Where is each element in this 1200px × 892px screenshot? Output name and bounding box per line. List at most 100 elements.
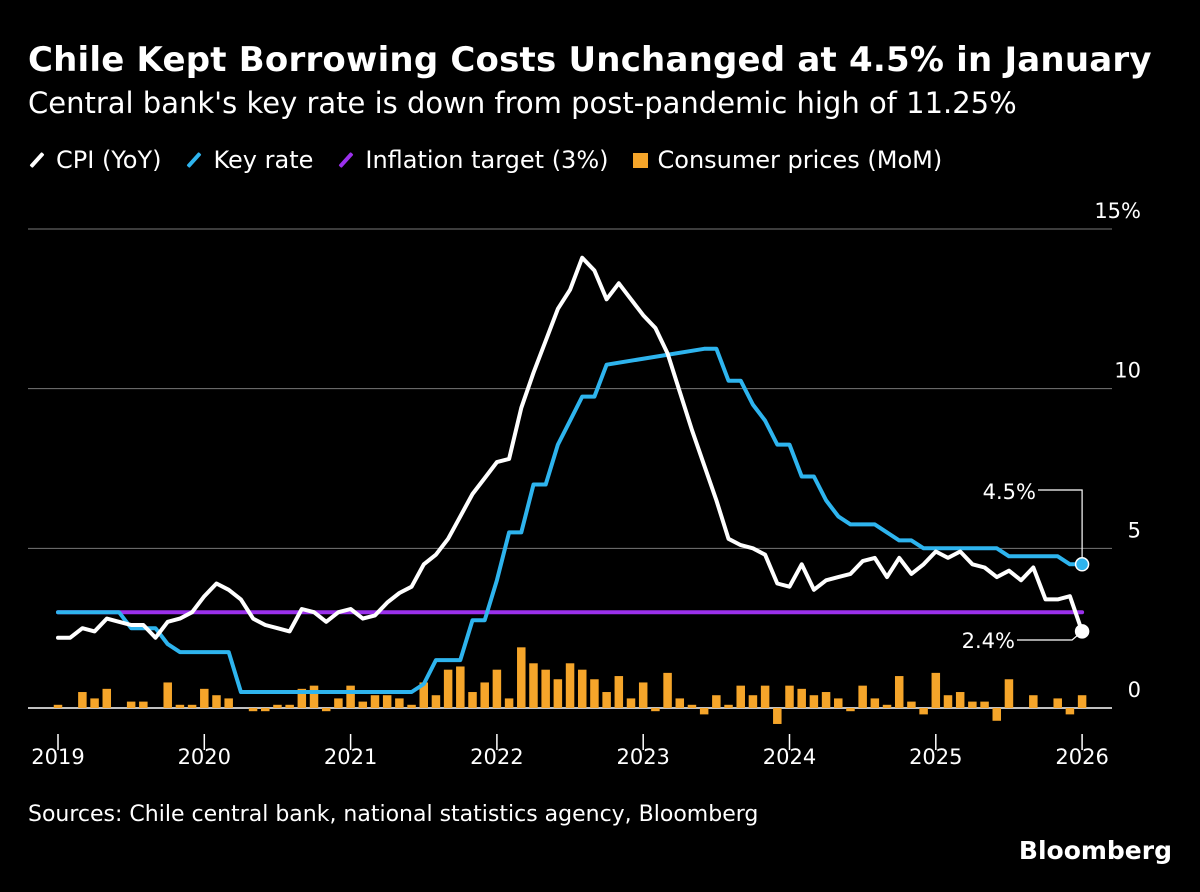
mom-bar [748,695,758,708]
mom-bar [675,698,685,708]
mom-bar [992,708,1002,721]
mom-bar [212,695,221,708]
series-end-dot [1074,557,1090,572]
mom-bar [651,708,660,712]
mom-bar [102,688,112,708]
mom-bar [821,692,831,708]
legend-item-consumer-prices: Consumer prices (MoM) [632,146,942,174]
mom-bar [163,682,172,708]
mom-bar [480,682,489,708]
y-tick-label: 5 [1128,518,1141,542]
line-layer [56,255,1085,694]
x-tick-label: 2024 [763,745,816,769]
mom-bar [370,695,380,708]
mom-bar [931,672,941,708]
mom-bar [553,679,563,708]
mom-bar [736,685,745,708]
chart-title: Chile Kept Borrowing Costs Unchanged at … [28,40,1152,80]
legend-label-inflation-target: Inflation target (3%) [365,146,609,174]
legend-item-inflation-target: Inflation target (3%) [337,146,609,174]
mom-bar [773,708,782,724]
mom-bar [126,701,136,708]
legend-item-key-rate: Key rate [185,146,313,174]
legend-label-cpi: CPI (YoY) [56,146,162,174]
mom-bar [273,704,282,708]
mom-bar [626,698,636,708]
legend-swatch-consumer-prices [632,152,648,168]
mom-bar [443,669,453,708]
legend: CPI (YoY) Key rate Inflation target (3%)… [28,142,966,178]
mom-bar [846,708,855,712]
mom-bar [919,708,928,715]
mom-bar [297,688,307,708]
y-tick-label: 0 [1128,678,1141,702]
mom-bar [1004,679,1014,708]
mom-bar [395,698,404,708]
mom-bar [139,701,148,708]
mom-bar [687,704,697,708]
x-tick-label: 2019 [31,745,84,769]
mom-bar [541,669,550,708]
mom-bar [200,688,209,708]
mom-bar [785,685,794,708]
mom-bar [834,698,843,708]
annotation-label: 4.5% [983,480,1036,504]
annotation-leader [1038,489,1083,565]
mom-bar [248,708,258,712]
mom-bar [529,663,538,708]
series-end-dot [1074,624,1090,639]
mom-bar [468,692,477,708]
mom-bar [78,692,87,708]
annotation-leader [1017,630,1083,641]
mom-bar [321,708,331,712]
x-tick-label: 2022 [470,745,523,769]
legend-label-key-rate: Key rate [213,146,314,174]
mom-bar [187,704,197,708]
mom-bar [797,688,806,708]
mom-bar [980,701,989,708]
chart-subtitle: Central bank's key rate is down from pos… [28,86,1017,120]
mom-bar [724,704,733,708]
mom-bar [90,698,99,708]
x-tick-label: 2020 [178,745,231,769]
mom-bar [907,701,916,708]
mom-bar [175,704,185,708]
mom-bar [882,704,892,708]
mom-bar [712,695,721,708]
mom-bar [1053,698,1062,708]
series-line-key-rate [56,346,1085,694]
mom-bar [504,698,514,708]
mom-bar [1029,695,1038,708]
mom-bar [346,685,355,708]
mom-bar [858,685,867,708]
mom-bar [309,685,319,708]
y-tick-label: 10 [1114,359,1141,383]
mom-bar [968,701,977,708]
mom-bar [517,647,526,708]
annotation-layer: 4.5% 2.4% [962,480,1090,653]
mom-bar [663,672,672,708]
mom-bar [1077,695,1087,708]
mom-bar [285,704,294,708]
x-tick-label: 2021 [324,745,377,769]
mom-bar [638,682,648,708]
y-tick-label: 15% [1094,199,1141,223]
mom-bar [407,704,416,708]
mom-bar [382,695,392,708]
mom-bar [699,708,709,715]
x-tick-label: 2026 [1055,745,1108,769]
axis-layer: 15% 10 5 0 2019 2020 2021 2022 2023 2024 2025 2026 [31,199,1141,769]
mom-bar [760,685,770,708]
x-tick-label: 2025 [909,745,962,769]
mom-bar [1065,708,1075,715]
mom-bar [602,692,611,708]
mom-bar [53,704,63,708]
bloomberg-logo: Bloomberg [1018,836,1172,865]
mom-bar [614,676,624,708]
mom-bar [870,698,880,708]
mom-bar [492,669,502,708]
mom-bar [224,698,233,708]
source-note: Sources: Chile central bank, national st… [28,802,759,827]
grid-layer [28,228,1112,709]
